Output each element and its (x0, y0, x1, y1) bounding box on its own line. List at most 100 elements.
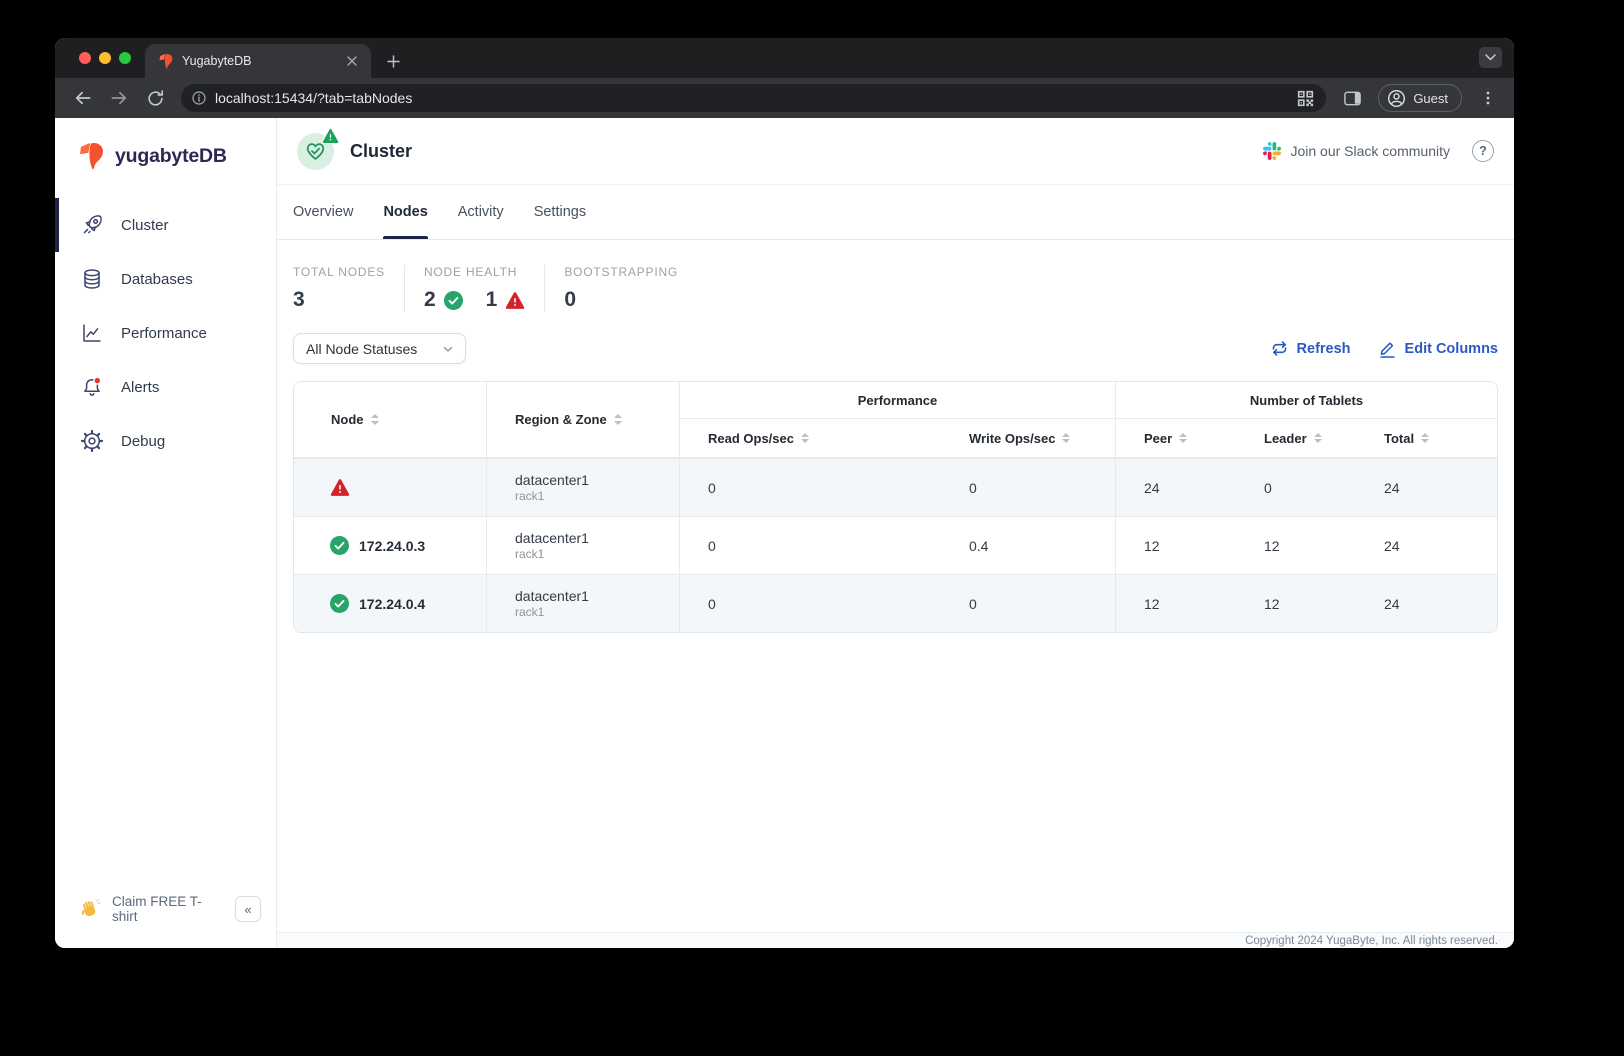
reload-button[interactable] (139, 82, 171, 114)
tab-settings[interactable]: Settings (533, 204, 587, 220)
node-status-filter-value: All Node Statuses (306, 340, 418, 357)
sidebar-item-label: Performance (121, 324, 207, 342)
refresh-button[interactable]: Refresh (1270, 339, 1351, 358)
sidebar-item-debug[interactable]: Debug (55, 414, 276, 468)
column-header-node[interactable]: Node (294, 382, 487, 457)
site-info-icon[interactable] (191, 90, 207, 106)
yugabytedb-logo[interactable]: yugabyteDB (55, 118, 276, 172)
tab-search-button[interactable] (1479, 47, 1502, 68)
sidebar-item-label: Debug (121, 432, 166, 450)
sidebar-item-performance[interactable]: Performance (55, 306, 276, 360)
total-tablets-cell: 24 (1384, 537, 1400, 554)
read-ops-cell: 0 (708, 537, 716, 554)
table-row[interactable]: datacenter1 rack1 0 0 24 0 24 (294, 458, 1497, 516)
nodes-table: Node Region & Zone Performance Number of… (293, 381, 1498, 633)
performance-chart-icon (83, 324, 101, 342)
warning-triangle-icon (330, 479, 350, 496)
help-button[interactable]: ? (1472, 140, 1494, 162)
tab-activity[interactable]: Activity (457, 204, 504, 220)
region-name: datacenter1 (515, 471, 589, 488)
edit-columns-button[interactable]: Edit Columns (1378, 339, 1498, 358)
column-header-total[interactable]: Total (1356, 419, 1497, 457)
qr-code-icon[interactable] (1297, 90, 1314, 107)
sidebar-item-cluster[interactable]: Cluster (55, 198, 276, 252)
table-row[interactable]: 172.24.0.4 datacenter1 rack1 0 0 12 12 2… (294, 574, 1497, 632)
collapse-sidebar-button[interactable]: « (235, 896, 261, 922)
leader-tablets-cell: 12 (1264, 537, 1280, 554)
browser-window: YugabyteDB localhost:15434/?tab=tabNodes (55, 38, 1514, 948)
leader-tablets-cell: 12 (1264, 595, 1280, 612)
stat-total-nodes: TOTAL NODES 3 (293, 265, 405, 312)
sort-icon (613, 414, 622, 425)
tab-overview[interactable]: Overview (293, 204, 354, 220)
stat-bootstrapping: BOOTSTRAPPING 0 (564, 265, 697, 312)
minimize-window-button[interactable] (99, 52, 111, 64)
total-tablets-cell: 24 (1384, 479, 1400, 496)
node-status-filter[interactable]: All Node Statuses (293, 333, 466, 364)
url-bar[interactable]: localhost:15434/?tab=tabNodes (181, 84, 1327, 112)
sidebar: yugabyteDB Cluster (55, 118, 277, 948)
bell-icon (84, 376, 102, 396)
gear-icon (80, 429, 104, 453)
claim-label: Claim FREE T-shirt (112, 894, 202, 924)
column-header-region-zone[interactable]: Region & Zone (487, 382, 680, 457)
sidebar-item-databases[interactable]: Databases (55, 252, 276, 306)
column-header-peer[interactable]: Peer (1116, 419, 1236, 457)
stat-label: BOOTSTRAPPING (564, 265, 679, 279)
close-window-button[interactable] (79, 52, 91, 64)
forward-button[interactable] (103, 82, 135, 114)
tab-title: YugabyteDB (182, 54, 252, 68)
sort-icon (1313, 432, 1322, 444)
alerts-badge-dot (93, 376, 102, 385)
slack-icon (1263, 142, 1282, 160)
sort-icon (1179, 432, 1188, 444)
slack-community-link[interactable]: Join our Slack community (1263, 142, 1450, 160)
back-button[interactable] (67, 82, 99, 114)
sidebar-nav: Cluster Databases Perf (55, 198, 276, 468)
maximize-window-button[interactable] (119, 52, 131, 64)
write-ops-cell: 0.4 (941, 517, 1116, 574)
leader-tablets-cell: 0 (1264, 479, 1272, 496)
copyright-text: Copyright 2024 YugaByte, Inc. All rights… (1245, 934, 1498, 947)
region-name: datacenter1 (515, 587, 589, 604)
stat-value: 0 (564, 288, 576, 311)
slack-link-label: Join our Slack community (1290, 143, 1450, 159)
table-row[interactable]: 172.24.0.3 datacenter1 rack1 0 0.4 12 12… (294, 516, 1497, 574)
node-name: 172.24.0.3 (359, 537, 426, 554)
app-root: yugabyteDB Cluster (55, 118, 1514, 948)
sidebar-item-alerts[interactable]: Alerts (55, 360, 276, 414)
column-header-leader[interactable]: Leader (1236, 419, 1356, 457)
refresh-icon (1272, 341, 1286, 356)
browser-menu-icon[interactable] (1472, 82, 1504, 114)
read-ops-cell: 0 (708, 595, 716, 612)
new-tab-button[interactable] (379, 47, 407, 75)
sort-icon (1421, 432, 1430, 444)
write-ops-cell: 0 (941, 575, 1116, 632)
yugabytedb-logo-icon (80, 143, 103, 170)
side-panel-icon[interactable] (1336, 82, 1368, 114)
read-ops-cell: 0 (708, 479, 716, 496)
yugabytedb-favicon-icon (159, 53, 173, 69)
profile-label: Guest (1413, 90, 1448, 106)
column-header-read-ops[interactable]: Read Ops/sec (680, 419, 941, 457)
profile-button[interactable]: Guest (1378, 84, 1462, 112)
heart-check-icon (306, 142, 325, 160)
zone-name: rack1 (515, 488, 545, 503)
page-footer: Copyright 2024 YugaByte, Inc. All rights… (277, 932, 1514, 948)
stat-value: 3 (293, 288, 305, 311)
zone-name: rack1 (515, 604, 545, 619)
claim-tshirt-link[interactable]: Claim FREE T-shirt « (55, 894, 276, 948)
column-group-performance: Performance (680, 382, 1116, 419)
tab-close-icon[interactable] (343, 52, 361, 70)
browser-tab[interactable]: YugabyteDB (145, 44, 371, 78)
browser-tabstrip: YugabyteDB (55, 38, 1514, 78)
browser-toolbar: localhost:15434/?tab=tabNodes Guest (55, 78, 1514, 118)
column-header-write-ops[interactable]: Write Ops/sec (941, 419, 1116, 457)
tab-nodes[interactable]: Nodes (383, 185, 429, 239)
guest-avatar-icon (1388, 89, 1406, 107)
zone-name: rack1 (515, 546, 545, 561)
edit-columns-label: Edit Columns (1404, 340, 1498, 357)
region-name: datacenter1 (515, 529, 589, 546)
sidebar-item-label: Databases (121, 270, 193, 288)
warning-badge-icon (322, 127, 339, 144)
